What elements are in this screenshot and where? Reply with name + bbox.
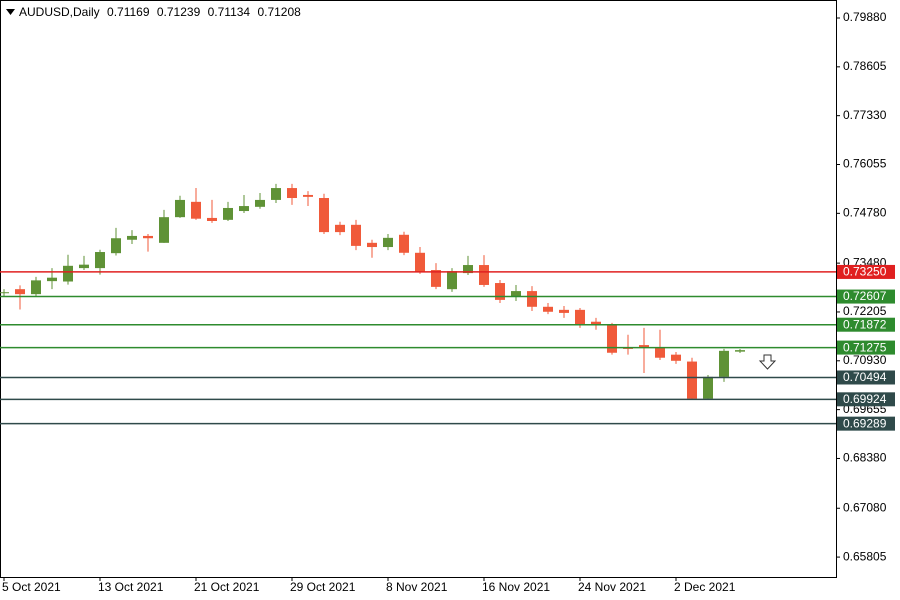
- symbol: AUDUSD,Daily: [19, 5, 100, 19]
- y-tick-label: 0.74780: [843, 206, 887, 220]
- candle-body: [143, 235, 153, 239]
- candle-body: [447, 271, 457, 290]
- x-tick-label: 5 Oct 2021: [2, 580, 61, 594]
- y-tick-label: 0.70930: [843, 353, 887, 367]
- candle-body: [415, 252, 425, 272]
- candle-body: [511, 291, 521, 297]
- level-label-box: [837, 416, 895, 431]
- candle-body: [543, 306, 553, 312]
- candle-body: [175, 199, 185, 218]
- candle-body: [223, 207, 233, 220]
- level-label-box: [837, 370, 895, 385]
- candle-body: [735, 350, 745, 352]
- candle-body: [271, 188, 281, 200]
- candle-body: [575, 309, 585, 325]
- candle-body: [351, 224, 361, 246]
- close: 0.71208: [257, 5, 301, 19]
- candle-body: [383, 237, 393, 248]
- plot-frame: [0, 0, 837, 578]
- candle-body: [399, 234, 409, 253]
- candle-body: [207, 217, 217, 221]
- x-tick-label: 16 Nov 2021: [482, 580, 550, 594]
- open: 0.71169: [107, 5, 150, 19]
- candle-body: [591, 321, 601, 325]
- level-label: 0.72607: [843, 289, 887, 303]
- candle-body: [159, 217, 169, 243]
- candle-body: [527, 291, 537, 307]
- candle-body: [703, 376, 713, 399]
- candle-body: [431, 270, 441, 287]
- level-label: 0.69924: [843, 392, 887, 406]
- y-tick-label: 0.79880: [843, 10, 887, 24]
- level-label: 0.73250: [843, 265, 887, 279]
- y-tick-label: 0.78605: [843, 59, 887, 73]
- candle-body: [303, 194, 313, 197]
- x-tick-label: 24 Nov 2021: [578, 580, 646, 594]
- candle-body: [111, 238, 121, 254]
- candle-body: [47, 277, 57, 282]
- candle-body: [95, 252, 105, 269]
- candle-body: [31, 280, 41, 295]
- candle-body: [639, 345, 649, 348]
- candle-body: [687, 361, 697, 399]
- level-label: 0.71872: [843, 317, 887, 331]
- level-label-box: [837, 317, 895, 332]
- candle-body: [15, 289, 25, 295]
- candle-body: [719, 350, 729, 377]
- menu-triangle: [6, 9, 15, 15]
- candle-body: [607, 324, 617, 353]
- level-label: 0.70494: [843, 370, 887, 384]
- header: AUDUSD,Daily 0.71169 0.71239 0.71134 0.7…: [6, 5, 305, 19]
- candle-body: [319, 198, 329, 233]
- y-tick-label: 0.72205: [843, 304, 887, 318]
- low: 0.71134: [207, 5, 251, 19]
- candle-body: [239, 206, 249, 212]
- level-label-box: [837, 289, 895, 304]
- candle-body: [495, 283, 505, 300]
- candle-body: [0, 292, 9, 294]
- candle-body: [367, 242, 377, 248]
- candle-body: [463, 265, 473, 274]
- y-tick-label: 0.76055: [843, 157, 887, 171]
- candle-body: [79, 264, 89, 269]
- x-tick-label: 8 Nov 2021: [386, 580, 448, 594]
- candle-body: [287, 188, 297, 199]
- x-tick-label: 2 Dec 2021: [674, 580, 736, 594]
- candle-body: [655, 347, 665, 358]
- level-label: 0.71275: [843, 340, 887, 354]
- y-tick-label: 0.68380: [843, 451, 887, 465]
- candle-body: [335, 224, 345, 233]
- level-label-box: [837, 264, 895, 279]
- candle-body: [559, 309, 569, 313]
- candle-body: [63, 265, 73, 282]
- candle-body: [671, 354, 681, 361]
- level-label: 0.69289: [843, 416, 887, 430]
- y-tick-label: 0.77330: [843, 108, 887, 122]
- level-label-box: [837, 340, 895, 355]
- candle-body: [255, 199, 265, 207]
- candle-body: [127, 235, 137, 240]
- x-tick-label: 13 Oct 2021: [98, 580, 164, 594]
- level-label-box: [837, 392, 895, 407]
- x-tick-label: 29 Oct 2021: [290, 580, 356, 594]
- y-tick-label: 0.67080: [843, 500, 887, 514]
- candle-body: [479, 265, 489, 285]
- high: 0.71239: [156, 5, 201, 19]
- candle-body: [191, 201, 201, 219]
- y-tick-label: 0.65805: [843, 549, 887, 563]
- arrow-icon: [758, 354, 777, 370]
- x-tick-label: 21 Oct 2021: [194, 580, 260, 594]
